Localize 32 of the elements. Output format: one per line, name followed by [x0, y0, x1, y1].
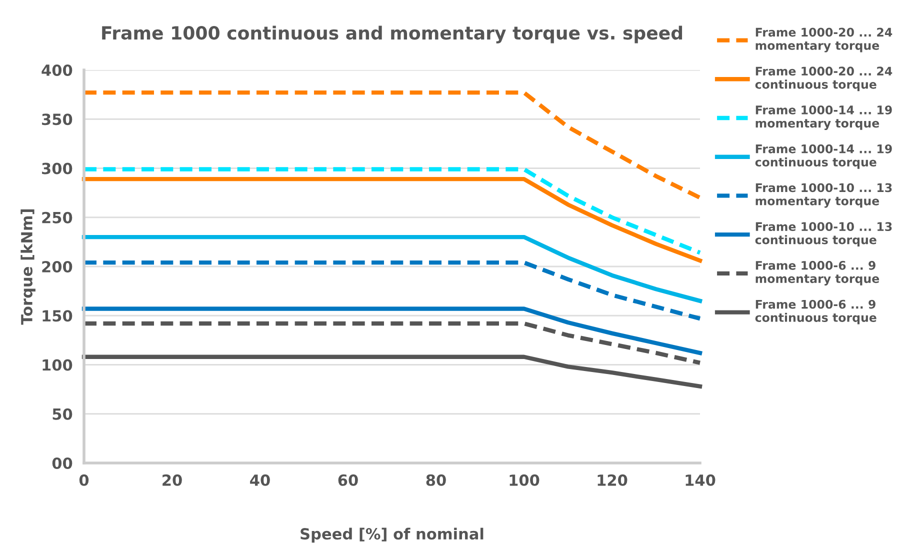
legend-label: Frame 1000-14 ... 19 continuous torque: [755, 144, 892, 169]
x-tick-label: 120: [598, 474, 628, 486]
legend-label: Frame 1000-10 ... 13 continuous torque: [755, 222, 892, 247]
chart-title: Frame 1000 continuous and momentary torque vs. speed: [102, 26, 682, 44]
x-tick-label: 140: [686, 474, 716, 486]
y-tick-label: 100: [42, 359, 72, 371]
legend-label: Frame 1000-6 ... 9 momentary torque: [756, 260, 880, 286]
y-tick-label: 400: [42, 64, 72, 76]
y-tick-label: 250: [42, 212, 72, 224]
legend-label: Frame 1000-10 ... 13 momentary torque: [756, 183, 892, 208]
line-series: [82, 234, 702, 303]
line-series: [82, 176, 702, 263]
legend-label: Frame 1000-6 ... 9 continuous torque: [755, 300, 876, 324]
x-tick-label: 40: [250, 474, 270, 486]
x-tick-label: 60: [338, 474, 358, 486]
y-tick-label: 300: [42, 162, 72, 174]
y-tick-label: 150: [42, 310, 72, 322]
x-axis-title: Speed [%] of nominal: [300, 528, 484, 543]
line-series: [82, 354, 702, 388]
y-tick-label: 50: [52, 408, 72, 420]
x-tick-label: 100: [510, 474, 540, 486]
y-axis-title: Torque [kNm]: [20, 209, 36, 325]
x-tick-label: 20: [162, 474, 182, 486]
y-tick-label: 200: [42, 260, 72, 273]
legend-label: Frame 1000-14 ... 19 momentary torque: [756, 105, 892, 130]
x-tick-label: 80: [426, 474, 446, 486]
y-tick-label: 350: [42, 114, 72, 126]
legend-label: Frame 1000-20 ... 24 continuous torque: [755, 66, 892, 92]
x-tick-label: 0: [79, 474, 89, 486]
legend-label: Frame 1000-20 ... 24 momentary torque: [756, 28, 892, 52]
line-series: [82, 306, 702, 356]
y-tick-label: 00: [52, 457, 72, 470]
